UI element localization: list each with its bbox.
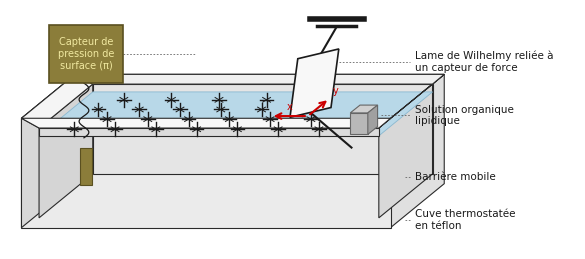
Polygon shape	[368, 105, 377, 134]
Polygon shape	[39, 84, 93, 218]
Polygon shape	[379, 74, 444, 128]
FancyBboxPatch shape	[80, 148, 92, 185]
Polygon shape	[350, 105, 377, 113]
Polygon shape	[39, 92, 432, 136]
Text: x: x	[287, 102, 292, 112]
Polygon shape	[22, 118, 391, 228]
Polygon shape	[22, 118, 391, 128]
Text: Barrière mobile: Barrière mobile	[415, 172, 495, 182]
Polygon shape	[75, 74, 444, 84]
Polygon shape	[22, 74, 75, 228]
Text: Solution organique
lipidique: Solution organique lipidique	[415, 105, 514, 126]
Polygon shape	[391, 74, 444, 228]
Polygon shape	[93, 84, 432, 174]
Polygon shape	[379, 84, 432, 218]
Text: Lame de Wilhelmy reliée à
un capteur de force: Lame de Wilhelmy reliée à un capteur de …	[415, 51, 553, 73]
FancyBboxPatch shape	[49, 25, 122, 83]
Polygon shape	[39, 128, 379, 136]
Polygon shape	[22, 74, 444, 118]
Text: Cuve thermostatée
en téflon: Cuve thermostatée en téflon	[415, 209, 515, 231]
Polygon shape	[350, 113, 368, 134]
Polygon shape	[22, 74, 93, 128]
Text: Capteur de
pression de
surface (π): Capteur de pression de surface (π)	[58, 37, 114, 70]
Text: y: y	[332, 86, 338, 96]
Polygon shape	[290, 49, 339, 117]
